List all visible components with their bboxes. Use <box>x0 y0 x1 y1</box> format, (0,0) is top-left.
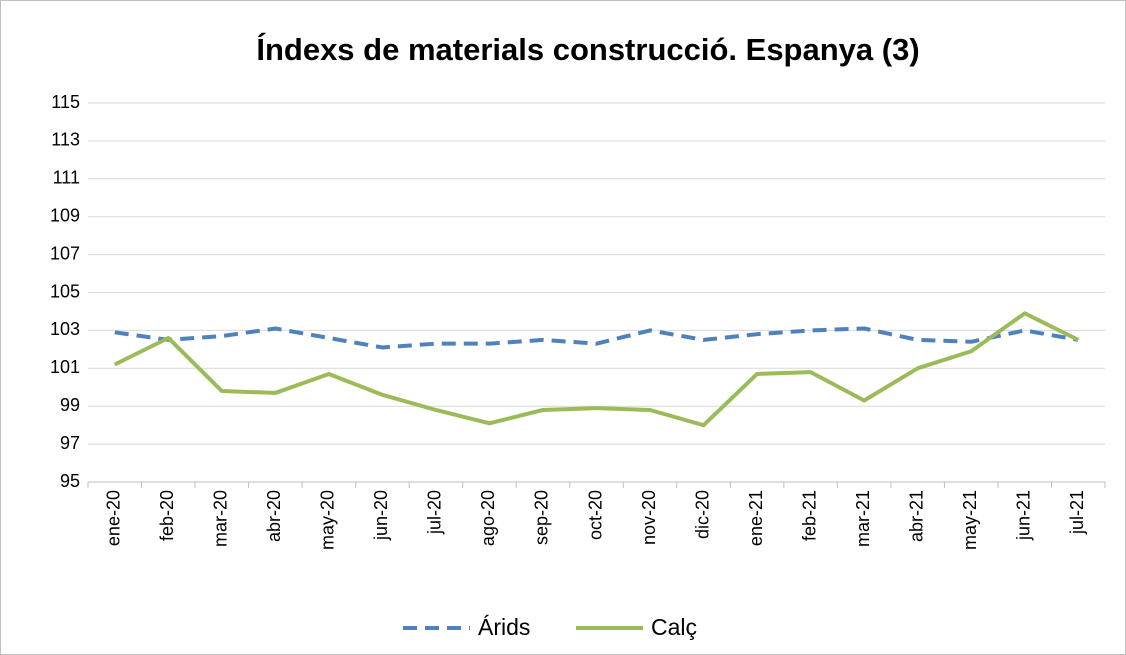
series-line <box>113 311 1080 428</box>
x-tick-label: mar-20 <box>211 490 231 547</box>
x-tick-label: feb-21 <box>799 490 819 541</box>
legend-label: Calç <box>651 614 697 640</box>
y-tick-label: 101 <box>50 357 80 377</box>
x-tick-label: oct-20 <box>585 490 605 540</box>
y-tick-label: 111 <box>53 168 80 188</box>
x-tick-label: mar-21 <box>853 490 873 547</box>
y-tick-label: 105 <box>50 281 80 301</box>
y-tick-label: 109 <box>50 205 80 225</box>
y-tick-label: 99 <box>60 395 80 415</box>
x-tick-label: jul-20 <box>425 490 445 535</box>
x-tick-label: ago-20 <box>478 490 498 546</box>
x-tick-label: abr-21 <box>906 490 926 542</box>
y-tick-label: 115 <box>51 92 80 112</box>
x-tick-label: ene-20 <box>104 490 124 546</box>
x-tick-label: dic-20 <box>692 490 712 539</box>
y-tick-label: 107 <box>50 243 80 263</box>
x-tick-label: jul-21 <box>1067 490 1087 535</box>
x-tick-label: may-20 <box>318 490 338 550</box>
y-tick-label: 97 <box>60 433 80 453</box>
x-tick-label: feb-20 <box>157 490 177 541</box>
x-tick-label: abr-20 <box>264 490 284 542</box>
chart-title: Índexs de materials construcció. Espanya… <box>256 32 919 67</box>
x-tick-label: nov-20 <box>639 490 659 545</box>
x-tick-label: may-21 <box>960 490 980 550</box>
y-tick-label: 95 <box>60 471 80 491</box>
x-tick-label: jun-21 <box>1013 490 1033 541</box>
x-tick-label: ene-21 <box>746 490 766 546</box>
y-tick-label: 113 <box>51 130 80 150</box>
y-tick-label: 103 <box>50 319 80 339</box>
x-tick-label: sep-20 <box>532 490 552 545</box>
legend-label: Árids <box>478 614 530 640</box>
x-tick-label: jun-20 <box>371 490 391 541</box>
series-line <box>114 326 1079 350</box>
